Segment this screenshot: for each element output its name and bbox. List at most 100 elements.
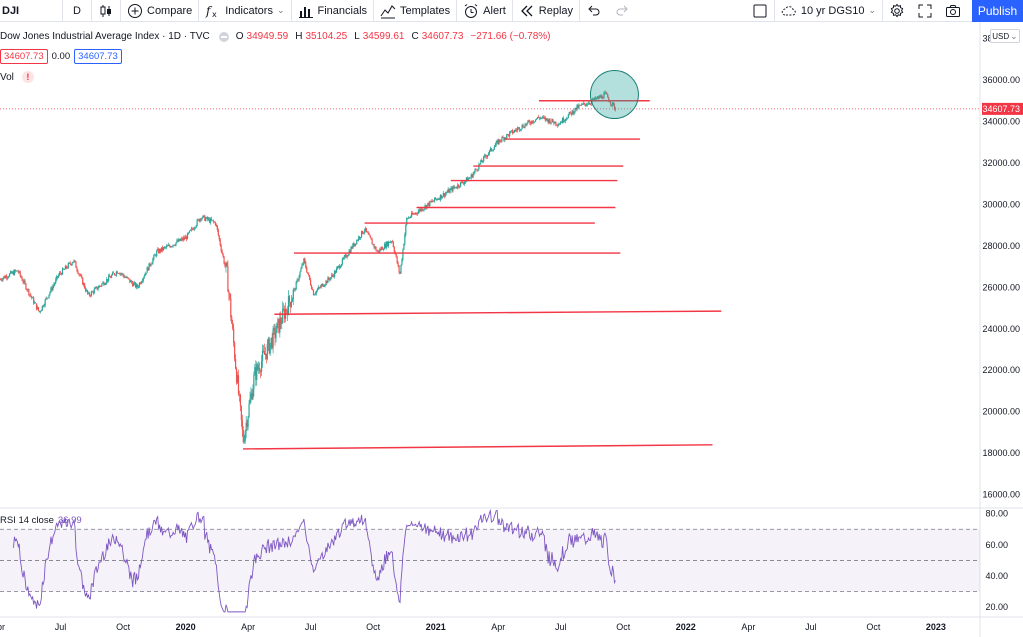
interval-button[interactable]: D	[73, 4, 81, 17]
candle-body	[441, 196, 443, 199]
candle-body	[449, 189, 451, 193]
candle-body	[360, 237, 362, 239]
candle-body	[396, 256, 398, 264]
candle-body	[113, 273, 116, 275]
highlight-circle-group[interactable]	[589, 70, 639, 120]
candle-body	[544, 117, 546, 121]
price-tick-label: 32000.00	[982, 158, 1020, 168]
symbol-search[interactable]: DJI	[2, 4, 20, 17]
chevron-down-icon: ⌄	[1010, 30, 1018, 41]
compare-button[interactable]: Compare	[121, 0, 198, 22]
candle-body	[249, 398, 251, 404]
legend-title[interactable]: Dow Jones Industrial Average Index · 1D …	[0, 31, 210, 42]
candle-body	[527, 120, 529, 123]
collapse-icon[interactable]	[218, 31, 229, 42]
candle-body	[263, 351, 266, 355]
price-tick-label: 28000.00	[982, 241, 1020, 251]
candle-body	[592, 98, 594, 101]
settings-button[interactable]	[883, 0, 911, 22]
candle-body	[536, 116, 539, 119]
candle-body	[301, 264, 303, 269]
rsi-label[interactable]: RSI 14 close	[0, 515, 54, 526]
candle-body	[156, 250, 158, 256]
candle-body	[452, 186, 454, 192]
candle-body	[565, 118, 567, 120]
templates-button[interactable]: Templates	[374, 0, 456, 22]
candle-body	[333, 275, 335, 277]
candle-body	[74, 260, 76, 262]
buy-price-box[interactable]: 34607.73	[74, 49, 122, 64]
warning-icon[interactable]: !	[21, 71, 34, 83]
replay-button[interactable]: Replay	[513, 0, 579, 22]
candle-body	[571, 110, 573, 115]
snapshot-button[interactable]	[939, 0, 967, 22]
compare-symbol-button[interactable]: 10 yr DGS10 ⌄	[775, 0, 882, 22]
candle-body	[438, 198, 441, 200]
candle-body	[205, 218, 207, 221]
candle-body	[38, 310, 41, 312]
undo-button[interactable]	[580, 0, 608, 22]
candle-body	[567, 114, 569, 119]
candle-body	[419, 209, 421, 211]
candle-body	[198, 219, 200, 222]
redo-button[interactable]	[608, 0, 636, 22]
candle-body	[569, 111, 571, 113]
candle-body	[298, 276, 300, 281]
sell-price-box[interactable]: 34607.73	[0, 49, 48, 64]
candle-body	[123, 275, 125, 278]
candles-icon	[98, 3, 114, 19]
compare-symbol-label: 10 yr DGS10	[800, 4, 865, 17]
candle-body	[494, 145, 496, 147]
candle-body	[109, 275, 111, 278]
financials-button[interactable]: Financials	[292, 0, 374, 22]
highlight-circle[interactable]	[589, 70, 639, 120]
candle-body	[445, 192, 447, 194]
publish-button[interactable]: Publish	[972, 0, 1023, 22]
candle-body	[508, 134, 510, 137]
horizontal-lines[interactable]	[243, 100, 722, 450]
toolbar-divider	[882, 0, 883, 22]
candle-body	[161, 247, 164, 251]
candle-body	[341, 258, 343, 265]
horizontal-line[interactable]	[243, 444, 713, 450]
symbol-legend: Dow Jones Industrial Average Index · 1D …	[0, 31, 550, 42]
candle-body	[24, 280, 26, 284]
candle-body	[183, 237, 185, 241]
candle-body	[173, 244, 175, 246]
expand-icon	[917, 3, 933, 19]
candle-body	[89, 295, 91, 297]
currency-selector[interactable]: USD ⌄	[990, 29, 1020, 43]
candle-body	[235, 368, 238, 383]
candle-body	[407, 218, 409, 219]
candle-body	[537, 116, 540, 118]
volume-label[interactable]: Vol	[0, 71, 14, 83]
candle-body	[59, 272, 62, 274]
candle-body	[54, 282, 56, 285]
candle-body	[382, 247, 384, 250]
horizontal-line[interactable]	[274, 310, 722, 315]
candle-body	[262, 350, 265, 352]
candle-body	[76, 267, 78, 271]
layout-button[interactable]	[746, 0, 774, 22]
candle-body	[68, 262, 70, 264]
candle-body	[412, 213, 415, 215]
candle-body	[1, 279, 3, 281]
price-chart[interactable]: 38000.0036000.0034000.0032000.0030000.00…	[0, 22, 1023, 637]
fullscreen-button[interactable]	[911, 0, 939, 22]
candle-body	[336, 266, 339, 269]
alert-button[interactable]: Alert	[457, 0, 512, 22]
candle-body	[432, 200, 434, 202]
currency-label: USD	[992, 31, 1010, 41]
candle-body	[444, 193, 446, 197]
candle-body	[581, 103, 583, 106]
candle-body	[200, 218, 202, 220]
candle-body	[546, 118, 548, 120]
chart-type-button[interactable]	[92, 0, 120, 22]
candle-body	[296, 279, 298, 282]
candle-body	[187, 232, 190, 234]
toolbar-divider	[198, 0, 200, 22]
candle-body	[234, 342, 236, 359]
candle-body	[84, 283, 86, 289]
candle-body	[481, 160, 483, 162]
